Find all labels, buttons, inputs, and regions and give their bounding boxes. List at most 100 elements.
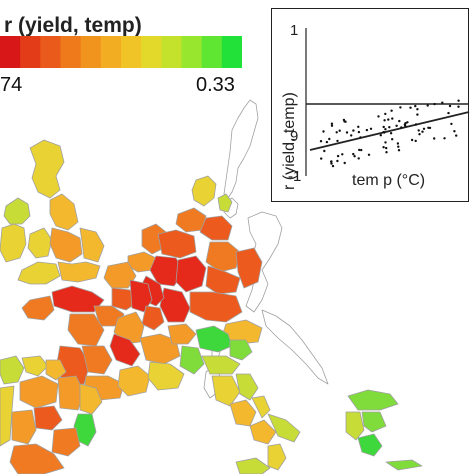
legend-title: r (yield, temp)	[4, 14, 142, 37]
inset-ytick-top: 1	[290, 22, 299, 39]
region-valencia	[73, 413, 97, 447]
region-southwest-england	[17, 261, 61, 285]
region-limousin	[81, 345, 113, 375]
inset-scatter-point	[369, 127, 373, 130]
denmark-outline	[223, 197, 239, 219]
region-galicia	[0, 355, 25, 385]
inset-x-label: tem p (°C)	[352, 172, 426, 189]
inset-scatter-point	[399, 106, 402, 109]
inset-scatter-point	[365, 128, 369, 132]
inset-scatter-point	[357, 157, 360, 160]
inset-scatter-point	[323, 149, 326, 153]
colorbar-swatch	[80, 36, 102, 68]
region-ireland-south	[0, 223, 27, 263]
colorbar-swatch	[221, 36, 242, 68]
inset-scatter-point	[345, 131, 349, 134]
region-nrw	[149, 255, 185, 287]
inset-ytick-bottom: -1	[288, 168, 302, 185]
region-mecklenburg	[199, 215, 233, 241]
inset-scatter-point	[410, 138, 414, 142]
inset-scatter-point	[384, 128, 387, 131]
inset-scatter-point	[404, 124, 407, 128]
scandinavia-outline	[223, 99, 259, 199]
inset-scatter-point	[396, 142, 400, 145]
region-greece-north	[347, 389, 399, 411]
inset-scatter-point	[418, 133, 421, 136]
colorbar-swatch	[161, 36, 182, 68]
region-east-england	[79, 227, 105, 263]
inset-scatter-point	[350, 134, 353, 137]
inset-scatter-point	[352, 152, 355, 156]
inset-scatter-point	[421, 130, 424, 133]
inset-scatter-point	[352, 129, 355, 132]
region-emilia	[201, 355, 241, 375]
inset-scatter-point	[359, 136, 362, 139]
colorbar-swatch	[141, 36, 162, 68]
inset-scatter-point	[377, 115, 380, 118]
inset-scatter-point	[382, 146, 385, 149]
region-lorraine	[141, 305, 165, 331]
inset-scatter-point	[387, 118, 390, 121]
region-sicily	[235, 457, 271, 474]
inset-regression-line	[309, 111, 470, 151]
inset-scatter-point	[448, 104, 452, 108]
region-campania	[249, 419, 277, 445]
inset-scatter-point	[360, 148, 363, 152]
inset-scatter-point	[414, 104, 417, 108]
region-greece-west	[345, 411, 365, 441]
inset-scatter-point	[382, 131, 385, 134]
inset-scatter-point	[336, 139, 339, 143]
inset-scatter-point	[341, 153, 344, 156]
balkan-outline	[261, 309, 329, 385]
colorbar-swatch	[121, 36, 142, 68]
inset-scatter-point	[426, 104, 429, 107]
region-lower-saxony	[157, 229, 197, 259]
inset-scatter-point	[388, 126, 391, 129]
inset-scatter-point	[383, 119, 386, 122]
inset-scatter-point	[330, 124, 334, 127]
region-nord	[103, 261, 137, 289]
inset-scatter-point	[343, 161, 346, 165]
region-andalusia	[9, 443, 65, 474]
region-puglia	[267, 413, 301, 443]
region-ireland-north	[3, 197, 31, 225]
inset-y-label: r (yield, temp)	[281, 92, 298, 190]
colorbar	[0, 36, 242, 68]
inset-scatter-point	[406, 121, 409, 124]
region-lazio	[229, 399, 257, 427]
region-tuscany	[211, 375, 241, 407]
colorbar-swatch	[20, 36, 41, 68]
region-midlands	[49, 227, 83, 263]
inset-scatter-point	[398, 119, 401, 123]
inset-scatter-point	[385, 146, 388, 150]
inset-scatter-point	[443, 137, 446, 140]
region-greece-central	[361, 411, 387, 433]
inset-scatter-point	[328, 137, 331, 141]
inset-scatter-point	[390, 109, 393, 112]
inset-scatter-point	[322, 130, 325, 133]
inset-scatter-point	[385, 151, 388, 154]
region-extremadura	[11, 409, 37, 445]
region-crete	[385, 459, 423, 471]
inset-scatter-point	[416, 108, 419, 111]
region-castilla-mancha	[51, 427, 81, 457]
inset-scatter-point	[319, 140, 323, 143]
colorbar-swatch	[181, 36, 203, 68]
region-madrid	[33, 405, 63, 431]
inset-scatter-point	[400, 126, 403, 129]
inset-scatter-point	[457, 105, 460, 108]
inset-scatter-point	[384, 141, 387, 144]
region-bw	[159, 287, 191, 323]
region-switzerland	[167, 323, 197, 345]
region-denmark	[191, 175, 217, 207]
inset-scatter-point	[331, 164, 335, 168]
inset-scatter-point	[384, 112, 387, 116]
inset-scatter-point	[457, 99, 460, 102]
inset-scatter-point	[338, 129, 341, 132]
region-wales	[27, 227, 53, 259]
region-piedmont	[179, 345, 205, 375]
region-castilla-leon	[19, 375, 59, 409]
